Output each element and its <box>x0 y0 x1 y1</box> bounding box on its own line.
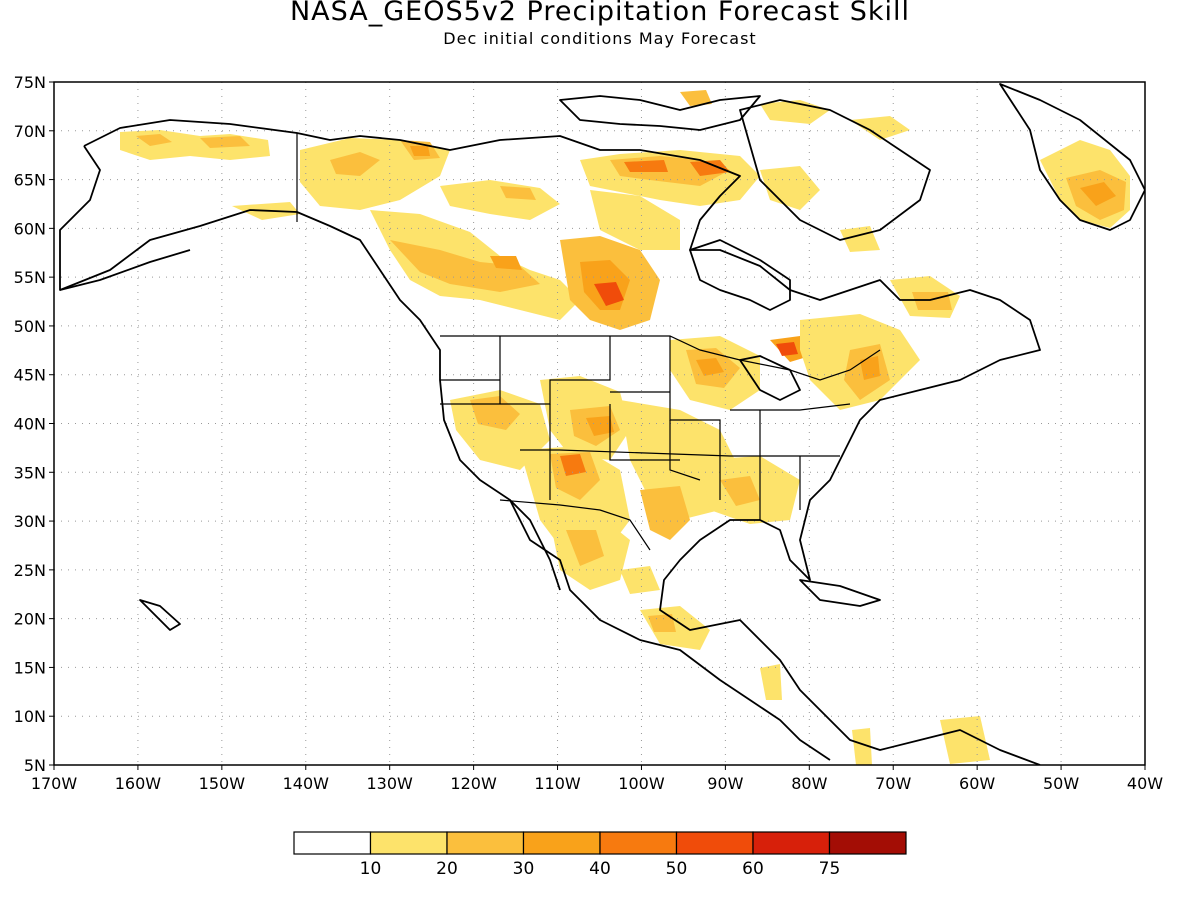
shade-ontario-2 <box>776 342 798 356</box>
lon-label: 120W <box>450 774 497 793</box>
colorbar-label: 40 <box>589 859 611 879</box>
shade-nwt-2 <box>500 186 536 200</box>
shade-quebec-2 <box>912 292 952 310</box>
shade-alaska-north-2 <box>136 134 172 146</box>
shade-arctic-1 <box>680 90 712 106</box>
shade-southwest-3 <box>560 454 586 476</box>
shade-bc-2 <box>390 240 540 292</box>
shade-southeast-2 <box>720 476 760 506</box>
border-states-1 <box>440 336 611 405</box>
colorbar-swatch <box>752 831 831 855</box>
colorbar-swatch <box>599 831 678 855</box>
coast-cuba <box>799 579 881 607</box>
shade-mexico-3 <box>620 566 660 594</box>
shade-texas <box>640 486 690 540</box>
lat-label: 70N <box>14 122 46 141</box>
coast-north-america-west <box>83 119 1041 765</box>
lon-label: 150W <box>199 774 246 793</box>
longitude-labels: 170W 160W 150W 140W 130W 120W 110W 100W 90W 80W 70… <box>31 765 1163 793</box>
border-states-3 <box>559 391 851 520</box>
shade-alaska-north-3 <box>200 136 250 148</box>
borders <box>296 133 881 551</box>
lat-label: 25N <box>14 561 46 580</box>
colorbar: 10 20 30 40 50 60 75 <box>293 831 907 879</box>
border-states-4 <box>440 379 701 481</box>
shade-greenland-3 <box>1080 182 1116 206</box>
lon-label: 70W <box>875 774 911 793</box>
latitude-labels: 75N 70N 65N 60N 55N 50N 45N 40N 35N 30N 25N 20N 15N 1… <box>14 73 54 775</box>
lat-label: 50N <box>14 317 46 336</box>
colorbar-swatch <box>293 831 372 855</box>
lat-label: 35N <box>14 463 46 482</box>
colorbar-label: 50 <box>666 859 688 879</box>
coast-hudson-bay <box>689 239 791 311</box>
lon-label: 40W <box>1127 774 1163 793</box>
lat-label: 60N <box>14 219 46 238</box>
coast-great-lakes <box>739 355 801 401</box>
colorbar-label: 75 <box>819 859 841 879</box>
shade-yukon-4 <box>410 146 430 156</box>
shade-south-am <box>940 716 990 764</box>
shade-south-am-2 <box>852 728 872 765</box>
lon-label: 100W <box>618 774 665 793</box>
colorbar-swatch <box>828 831 907 855</box>
colorbar-swatch <box>522 831 601 855</box>
lon-label: 160W <box>115 774 162 793</box>
coast-baja <box>509 499 561 591</box>
coast-baffin <box>739 99 931 241</box>
shade-bc-3 <box>490 256 522 270</box>
map-title: NASA_GEOS5v2 Precipitation Forecast Skil… <box>289 0 911 27</box>
shade-manitoba-3 <box>594 282 624 306</box>
shade-baffin <box>760 166 820 210</box>
skill-shading <box>120 90 1130 765</box>
colorbar-swatch <box>446 831 525 855</box>
lon-label: 130W <box>367 774 414 793</box>
coast-arctic-islands <box>559 95 761 131</box>
shade-nunavut-3 <box>624 160 668 172</box>
shade-yukon-2 <box>330 152 380 176</box>
colorbar-label: 60 <box>742 859 764 879</box>
colorbar-swatch <box>369 831 448 855</box>
shade-nunavut-4 <box>690 160 730 176</box>
lat-label: 75N <box>14 73 46 92</box>
lon-label: 50W <box>1043 774 1079 793</box>
lat-label: 55N <box>14 268 46 287</box>
colorbar-label: 10 <box>360 859 382 879</box>
shade-central-am <box>760 664 782 700</box>
lat-label: 5N <box>24 756 46 775</box>
lat-label: 45N <box>14 366 46 385</box>
lat-label: 15N <box>14 658 46 677</box>
lat-label: 20N <box>14 610 46 629</box>
shade-arctic-3 <box>850 116 910 140</box>
colorbar-label: 20 <box>436 859 458 879</box>
lon-label: 140W <box>283 774 330 793</box>
lat-label: 10N <box>14 707 46 726</box>
shade-keewatin <box>590 190 680 250</box>
lon-label: 60W <box>959 774 995 793</box>
shade-mexico-south-2 <box>648 614 676 632</box>
border-us-canada <box>440 335 881 381</box>
lat-label: 65N <box>14 171 46 190</box>
coast-pacific <box>59 145 831 761</box>
border-us-mexico <box>499 499 651 551</box>
coastlines <box>59 83 1145 765</box>
lon-label: 80W <box>791 774 827 793</box>
colorbar-swatch <box>675 831 754 855</box>
coast-hawaii <box>139 599 181 631</box>
lon-label: 90W <box>707 774 743 793</box>
lat-label: 30N <box>14 512 46 531</box>
lat-label: 40N <box>14 415 46 434</box>
lon-label: 110W <box>534 774 581 793</box>
shade-mexico-2 <box>566 530 604 566</box>
border-states-2 <box>499 336 721 500</box>
lon-label: 170W <box>31 774 78 793</box>
shade-northeast-3 <box>860 356 880 380</box>
map-subtitle: Dec initial conditions May Forecast <box>443 29 757 48</box>
coast-greenland <box>999 83 1145 231</box>
shade-rockies-3 <box>586 416 614 436</box>
shade-midwest-3 <box>696 358 724 376</box>
coast-aleutians <box>59 249 191 291</box>
colorbar-label: 30 <box>513 859 535 879</box>
